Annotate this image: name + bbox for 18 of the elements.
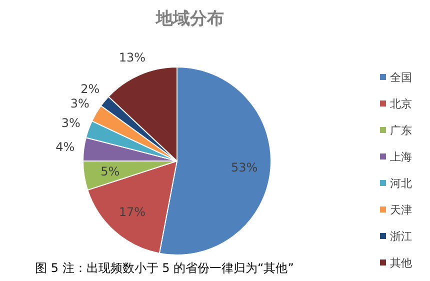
legend-label: 北京 bbox=[390, 98, 412, 110]
caption: 图 5 注：出现频数小于 5 的省份一律归为“其他” bbox=[35, 261, 294, 275]
legend-label: 其他 bbox=[390, 256, 412, 270]
data-label: 53% bbox=[231, 160, 258, 174]
legend-label: 河北 bbox=[390, 177, 412, 190]
legend-label: 上海 bbox=[390, 150, 412, 164]
legend-label: 全国 bbox=[390, 71, 412, 84]
data-label: 17% bbox=[118, 204, 146, 219]
data-label: 3% bbox=[61, 116, 80, 130]
chart-title: 地域分布 bbox=[155, 9, 224, 29]
data-label: 2% bbox=[80, 82, 100, 96]
data-label: 3% bbox=[70, 96, 90, 111]
data-label: 5% bbox=[100, 164, 120, 179]
data-label: 4% bbox=[56, 140, 75, 154]
legend-label: 天津 bbox=[390, 204, 412, 216]
data-label: 13% bbox=[118, 50, 146, 64]
legend-label: 广东 bbox=[390, 124, 412, 137]
legend-label: 浙江 bbox=[390, 230, 412, 243]
